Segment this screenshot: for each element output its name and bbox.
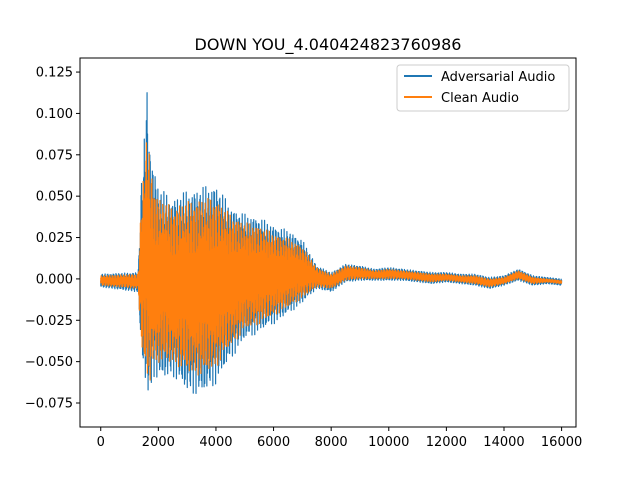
- y-tick-label: −0.025: [25, 314, 73, 329]
- plot-frame: [79, 57, 577, 428]
- x-tick-label: 0: [97, 435, 105, 450]
- x-tick-label: 6000: [257, 435, 290, 450]
- x-tick-label: 2000: [142, 435, 175, 450]
- series-layer: [100, 92, 563, 394]
- y-tick-label: 0.000: [36, 272, 73, 287]
- y-tick-label: −0.050: [25, 355, 73, 370]
- y-tick-label: −0.075: [25, 397, 73, 412]
- legend: Adversarial Audio Clean Audio: [396, 64, 570, 112]
- x-tick-label: 14000: [483, 435, 524, 450]
- legend-label-adversarial: Adversarial Audio: [441, 70, 555, 85]
- legend-label-clean: Clean Audio: [441, 91, 519, 106]
- x-tick-label: 12000: [426, 435, 467, 450]
- y-tick-label: 0.025: [36, 231, 73, 246]
- legend-box: [396, 64, 570, 112]
- chart-title: DOWN YOU_4.040424823760986: [195, 35, 462, 55]
- x-tick-label: 4000: [199, 435, 232, 450]
- x-tick-label: 10000: [368, 435, 409, 450]
- x-axis: 0 2000 4000 6000 8000 10000 12000 14000 16000: [97, 427, 582, 450]
- y-tick-label: 0.125: [36, 66, 73, 81]
- series-clean-audio: [100, 142, 563, 381]
- y-tick-label: 0.050: [36, 190, 73, 205]
- y-axis: −0.075 −0.050 −0.025 0.000 0.025 0.050 0.075 0.…: [25, 66, 80, 412]
- x-tick-label: 16000: [541, 435, 582, 450]
- y-tick-label: 0.075: [36, 148, 73, 163]
- y-tick-label: 0.100: [36, 107, 73, 122]
- x-tick-label: 8000: [315, 435, 348, 450]
